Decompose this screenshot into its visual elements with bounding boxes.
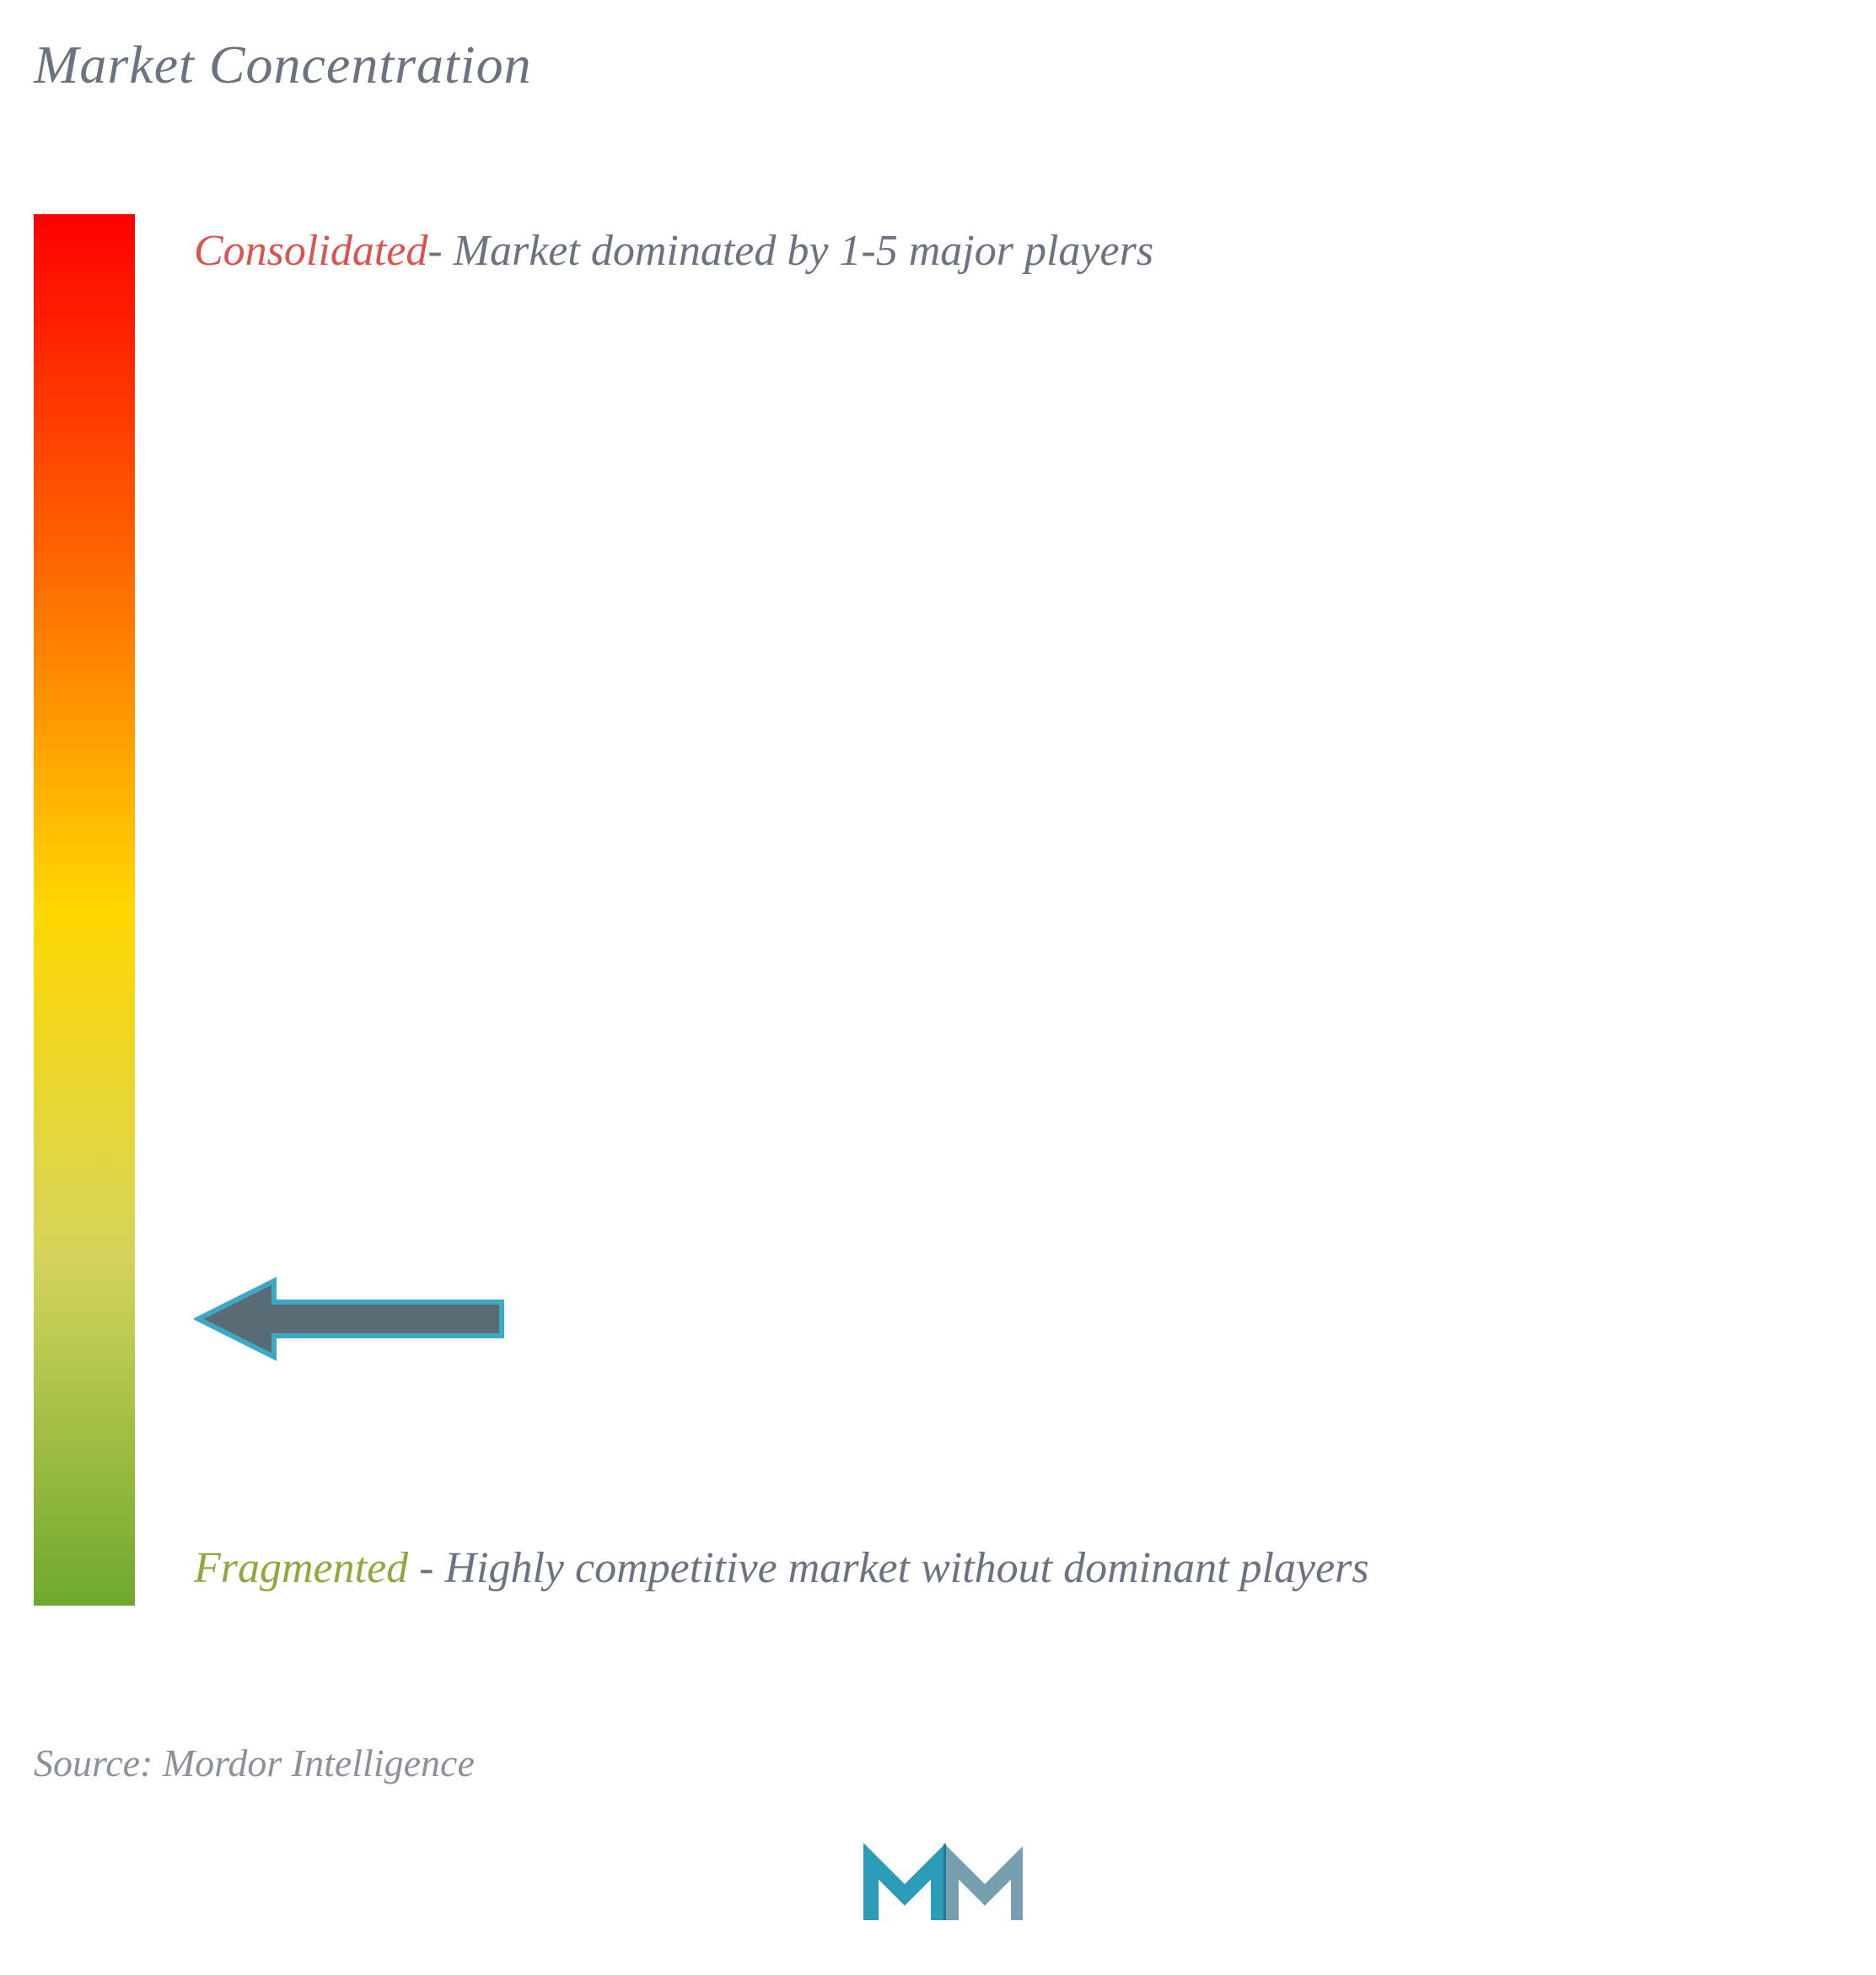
infographic-title: Market Concentration — [34, 34, 1842, 96]
consolidated-label: Consolidated- Market dominated by 1-5 ma… — [194, 214, 1153, 288]
fragmented-desc: - Highly competitive market without domi… — [408, 1544, 1368, 1592]
market-concentration-infographic: Market Concentration Consolidated- Marke… — [34, 34, 1842, 1941]
indicator-arrow-container — [194, 1273, 506, 1370]
content-area: Consolidated- Market dominated by 1-5 ma… — [34, 214, 1842, 1606]
concentration-gradient-bar — [34, 214, 135, 1606]
fragmented-label: Fragmented - Highly competitive market w… — [194, 1531, 1369, 1606]
consolidated-desc: - Market dominated by 1-5 major players — [427, 227, 1153, 275]
mordor-logo — [854, 1836, 1023, 1941]
consolidated-highlight: Consolidated — [194, 227, 427, 275]
labels-area: Consolidated- Market dominated by 1-5 ma… — [194, 214, 1842, 1606]
mordor-logo-icon — [854, 1836, 1023, 1937]
arrow-shape — [198, 1281, 502, 1357]
source-attribution: Source: Mordor Intelligence — [34, 1741, 1842, 1785]
fragmented-highlight: Fragmented — [194, 1544, 408, 1592]
indicator-arrow-icon — [194, 1273, 506, 1365]
